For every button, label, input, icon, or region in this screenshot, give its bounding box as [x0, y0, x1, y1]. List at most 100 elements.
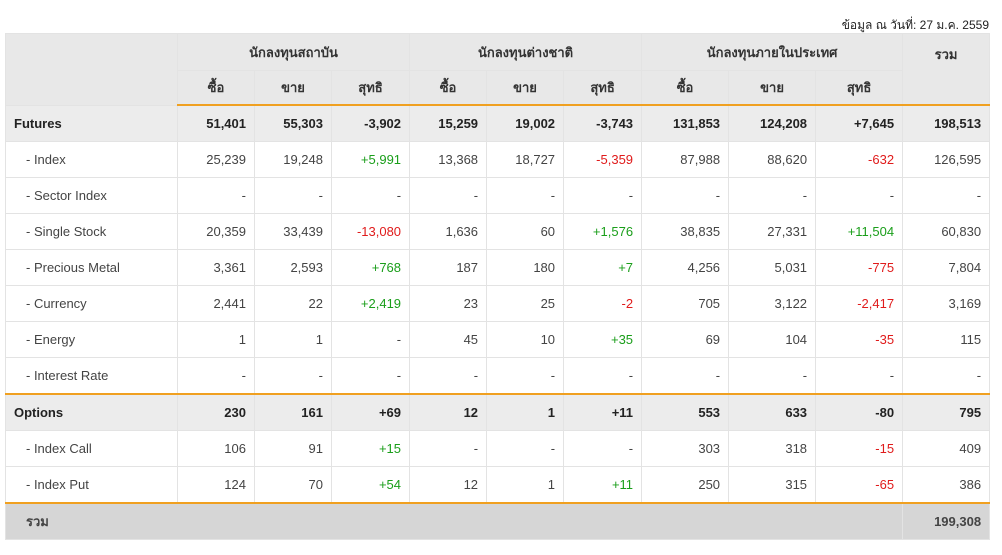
value-cell: 25 [486, 285, 565, 322]
value-cell: -15 [815, 430, 904, 467]
header-total: รวม [902, 33, 991, 106]
value-cell: 25,239 [177, 141, 255, 178]
value-cell: 19,002 [486, 104, 565, 142]
value-cell: 161 [254, 393, 332, 431]
value-cell: -632 [815, 141, 904, 178]
value-cell: +11 [563, 466, 643, 504]
value-cell: - [254, 357, 332, 395]
row-label: - Energy [5, 321, 178, 358]
value-cell: +7,645 [815, 104, 904, 142]
value-cell: 180 [486, 249, 565, 286]
value-cell: +35 [563, 321, 643, 358]
value-cell: 315 [728, 466, 817, 504]
value-cell: +15 [330, 430, 411, 467]
value-cell: 69 [641, 321, 730, 358]
value-cell: - [563, 357, 643, 395]
value-cell: +11,504 [815, 213, 904, 250]
value-cell: - [486, 430, 565, 467]
value-cell: 1 [486, 393, 565, 431]
value-cell: 20,359 [177, 213, 255, 250]
value-cell: 5,031 [728, 249, 817, 286]
value-cell: -80 [815, 393, 904, 431]
value-cell: 1 [254, 321, 332, 358]
row-label: - Index Put [5, 466, 178, 504]
value-cell: -5,359 [563, 141, 643, 178]
value-cell: - [486, 177, 565, 214]
value-cell: 104 [728, 321, 817, 358]
value-cell: -3,902 [330, 104, 411, 142]
header-foreign: นักลงทุนต่างชาติ [409, 33, 643, 71]
value-cell: 124 [177, 466, 255, 504]
table-body: Futures 51,401 55,303 -3,902 15,259 19,002 -3,… [4, 104, 991, 540]
row-label: - Sector Index [5, 177, 178, 214]
value-cell: 10 [486, 321, 565, 358]
table-row: - Index 25,239 19,248 +5,991 13,368 18,727 -5,… [5, 141, 991, 178]
value-cell: 633 [728, 393, 817, 431]
value-cell: 70 [254, 466, 332, 504]
value-cell: 1 [486, 466, 565, 504]
value-cell: - [641, 357, 730, 395]
value-cell: 1,636 [409, 213, 488, 250]
value-cell: 795 [902, 393, 991, 431]
value-cell: - [728, 177, 817, 214]
value-cell: - [330, 177, 411, 214]
table-row: - Index Call 106 91 +15- - -303 318 -15 409 [5, 430, 991, 467]
value-cell: 18,727 [486, 141, 565, 178]
value-cell: - [177, 177, 255, 214]
value-cell: -2,417 [815, 285, 904, 322]
value-cell: 386 [902, 466, 991, 504]
value-cell: 12 [409, 466, 488, 504]
value-cell: - [177, 357, 255, 395]
value-cell: - [486, 357, 565, 395]
table-row: Futures 51,401 55,303 -3,902 15,259 19,002 -3,… [5, 104, 991, 142]
subheader-net: สุทธิ [563, 70, 643, 106]
row-label: - Index Call [5, 430, 178, 467]
value-cell: - [563, 430, 643, 467]
subheader-sell: ขาย [486, 70, 565, 106]
value-cell: 126,595 [902, 141, 991, 178]
value-cell: +2,419 [330, 285, 411, 322]
value-cell: 87,988 [641, 141, 730, 178]
value-cell: 131,853 [641, 104, 730, 142]
value-cell: 250 [641, 466, 730, 504]
row-label: - Interest Rate [5, 357, 178, 395]
value-cell: 15,259 [409, 104, 488, 142]
value-cell: 1 [177, 321, 255, 358]
value-cell: -13,080 [330, 213, 411, 250]
value-cell: -2 [563, 285, 643, 322]
row-label: - Index [5, 141, 178, 178]
value-cell: 187 [409, 249, 488, 286]
grand-total-value: 199,308 [902, 502, 991, 540]
value-cell: 88,620 [728, 141, 817, 178]
value-cell: 45 [409, 321, 488, 358]
subheader-net: สุทธิ [330, 70, 411, 106]
value-cell: - [409, 177, 488, 214]
value-cell: 553 [641, 393, 730, 431]
value-cell: 38,835 [641, 213, 730, 250]
value-cell: +69 [330, 393, 411, 431]
value-cell: 7,804 [902, 249, 991, 286]
header-type [5, 33, 178, 106]
value-cell: 409 [902, 430, 991, 467]
value-cell: - [815, 177, 904, 214]
value-cell: 23 [409, 285, 488, 322]
value-cell: 19,248 [254, 141, 332, 178]
value-cell: 55,303 [254, 104, 332, 142]
value-cell: 4,256 [641, 249, 730, 286]
subheader-net: สุทธิ [815, 70, 904, 106]
table-row: - Sector Index - - - - - - - - - - [5, 177, 991, 214]
grand-total-label: รวม [4, 502, 904, 540]
value-cell: 27,331 [728, 213, 817, 250]
value-cell: 12 [409, 393, 488, 431]
value-cell: - [815, 357, 904, 395]
value-cell: +5,991 [330, 141, 411, 178]
subheader-buy: ซื้อ [641, 70, 730, 106]
row-label: - Precious Metal [5, 249, 178, 286]
value-cell: - [641, 177, 730, 214]
value-cell: +768 [330, 249, 411, 286]
value-cell: - [330, 357, 411, 395]
value-cell: - [254, 177, 332, 214]
value-cell: 22 [254, 285, 332, 322]
value-cell: 198,513 [902, 104, 991, 142]
value-cell: 106 [177, 430, 255, 467]
